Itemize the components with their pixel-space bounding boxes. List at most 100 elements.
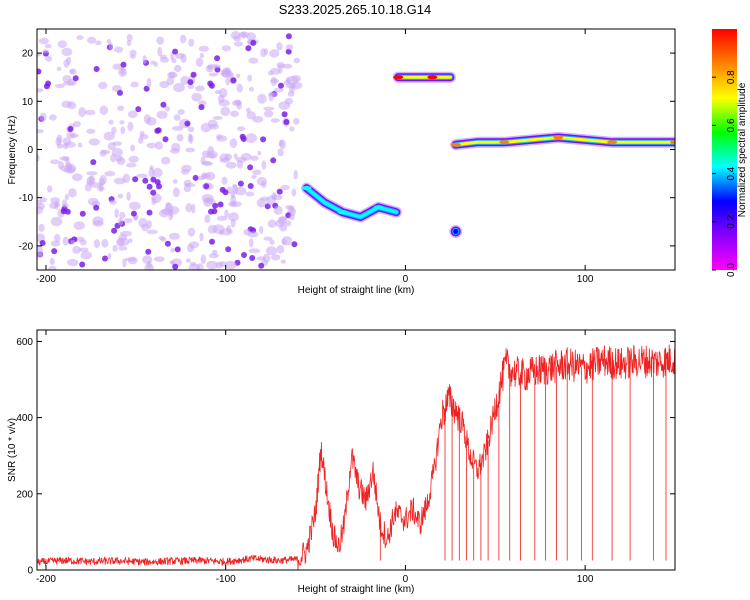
track-peak xyxy=(450,142,461,147)
x-tick-label: -200 xyxy=(36,574,56,585)
noise-blob xyxy=(203,197,213,207)
snr-ylabel: SNR (10 * v/v) xyxy=(7,418,18,482)
noise-blob xyxy=(236,160,244,169)
noise-blob xyxy=(258,262,265,269)
noise-blob xyxy=(86,176,96,185)
track-peak xyxy=(427,75,438,80)
snr-panel: -200 -100 0 100 0 200 400 600 Height of straigh… xyxy=(7,329,676,595)
heatmap-region-track-low xyxy=(301,182,402,223)
colorbar-label: Normalized spectral amplitude xyxy=(737,82,748,217)
noise-blob xyxy=(212,116,223,120)
noise-blob xyxy=(159,80,170,89)
noise-blob xyxy=(184,120,191,127)
noise-blob xyxy=(146,183,153,190)
noise-blob xyxy=(233,41,244,47)
noise-blob xyxy=(225,161,237,169)
noise-blob xyxy=(173,82,185,93)
noise-blob xyxy=(289,213,295,221)
noise-blob xyxy=(236,126,246,131)
noise-blob xyxy=(130,81,139,88)
noise-blob xyxy=(37,253,44,258)
noise-blob xyxy=(174,64,182,73)
noise-blob xyxy=(64,193,70,201)
noise-blob xyxy=(232,183,238,189)
y-tick-label: 0 xyxy=(27,145,33,156)
noise-blob xyxy=(39,240,46,246)
noise-blob xyxy=(180,75,190,85)
noise-blob xyxy=(203,183,210,190)
noise-blob xyxy=(152,167,163,178)
noise-blob xyxy=(187,126,195,133)
noise-blob xyxy=(39,197,48,203)
noise-blob xyxy=(185,258,191,263)
noise-blob xyxy=(87,197,99,206)
noise-blob xyxy=(159,54,167,60)
noise-blob xyxy=(108,119,114,125)
noise-blob xyxy=(160,237,167,242)
noise-blob xyxy=(205,64,214,73)
y-tick-label: 200 xyxy=(16,489,33,500)
noise-blob xyxy=(63,59,70,68)
noise-blob xyxy=(257,150,262,156)
noise-blob xyxy=(122,173,130,183)
colorbar-tick-label: 0.2 xyxy=(726,214,737,228)
colorbar-gradient xyxy=(712,29,737,270)
figure-title: S233.2025.265.10.18.G14 xyxy=(279,2,432,17)
noise-blob xyxy=(250,155,259,161)
noise-blob xyxy=(47,185,53,193)
noise-blob xyxy=(138,217,148,228)
noise-blob xyxy=(220,106,231,117)
noise-blob xyxy=(54,233,61,243)
noise-blob xyxy=(73,120,81,128)
noise-blob xyxy=(196,263,204,270)
noise-blob xyxy=(276,42,283,51)
noise-blob xyxy=(64,141,76,148)
noise-blob xyxy=(39,112,47,122)
noise-blob xyxy=(285,48,292,55)
noise-blob xyxy=(177,109,185,115)
noise-blob xyxy=(99,149,107,157)
noise-blob xyxy=(251,174,257,179)
noise-blob xyxy=(144,263,154,270)
noise-blob xyxy=(154,127,161,134)
noise-blob xyxy=(176,133,184,142)
noise-blob xyxy=(57,40,67,48)
noise-blob xyxy=(72,173,83,182)
x-tick-label: -100 xyxy=(216,574,236,585)
noise-blob xyxy=(168,232,180,240)
noise-blob xyxy=(117,89,123,96)
noise-blob xyxy=(198,45,209,52)
noise-blob xyxy=(245,133,258,143)
noise-blob xyxy=(124,218,133,224)
y-tick-label: 600 xyxy=(16,337,33,348)
noise-blob xyxy=(120,230,132,237)
noise-blob xyxy=(280,259,286,264)
noise-blob xyxy=(208,82,215,89)
noise-blob xyxy=(95,40,102,46)
noise-blob xyxy=(256,176,267,186)
noise-blob xyxy=(283,119,290,125)
noise-blob xyxy=(200,254,207,265)
track-peak xyxy=(553,135,564,140)
noise-blob xyxy=(248,248,261,254)
noise-blob xyxy=(111,126,117,135)
noise-blob xyxy=(37,88,44,93)
noise-blob xyxy=(181,164,192,172)
noise-blob xyxy=(56,66,62,72)
noise-blob xyxy=(236,83,243,93)
noise-blob xyxy=(247,164,254,171)
snr-frame xyxy=(36,329,676,571)
noise-blob xyxy=(277,216,287,225)
noise-blob xyxy=(156,36,165,45)
noise-blob xyxy=(126,162,137,168)
noise-blob xyxy=(278,82,284,89)
noise-blob xyxy=(224,153,233,161)
noise-blob xyxy=(50,159,60,165)
noise-blob xyxy=(218,261,227,267)
noise-blob xyxy=(37,203,45,210)
noise-blob xyxy=(70,239,75,245)
noise-blob xyxy=(271,254,281,261)
noise-blob xyxy=(221,228,233,236)
noise-blob xyxy=(227,212,239,222)
